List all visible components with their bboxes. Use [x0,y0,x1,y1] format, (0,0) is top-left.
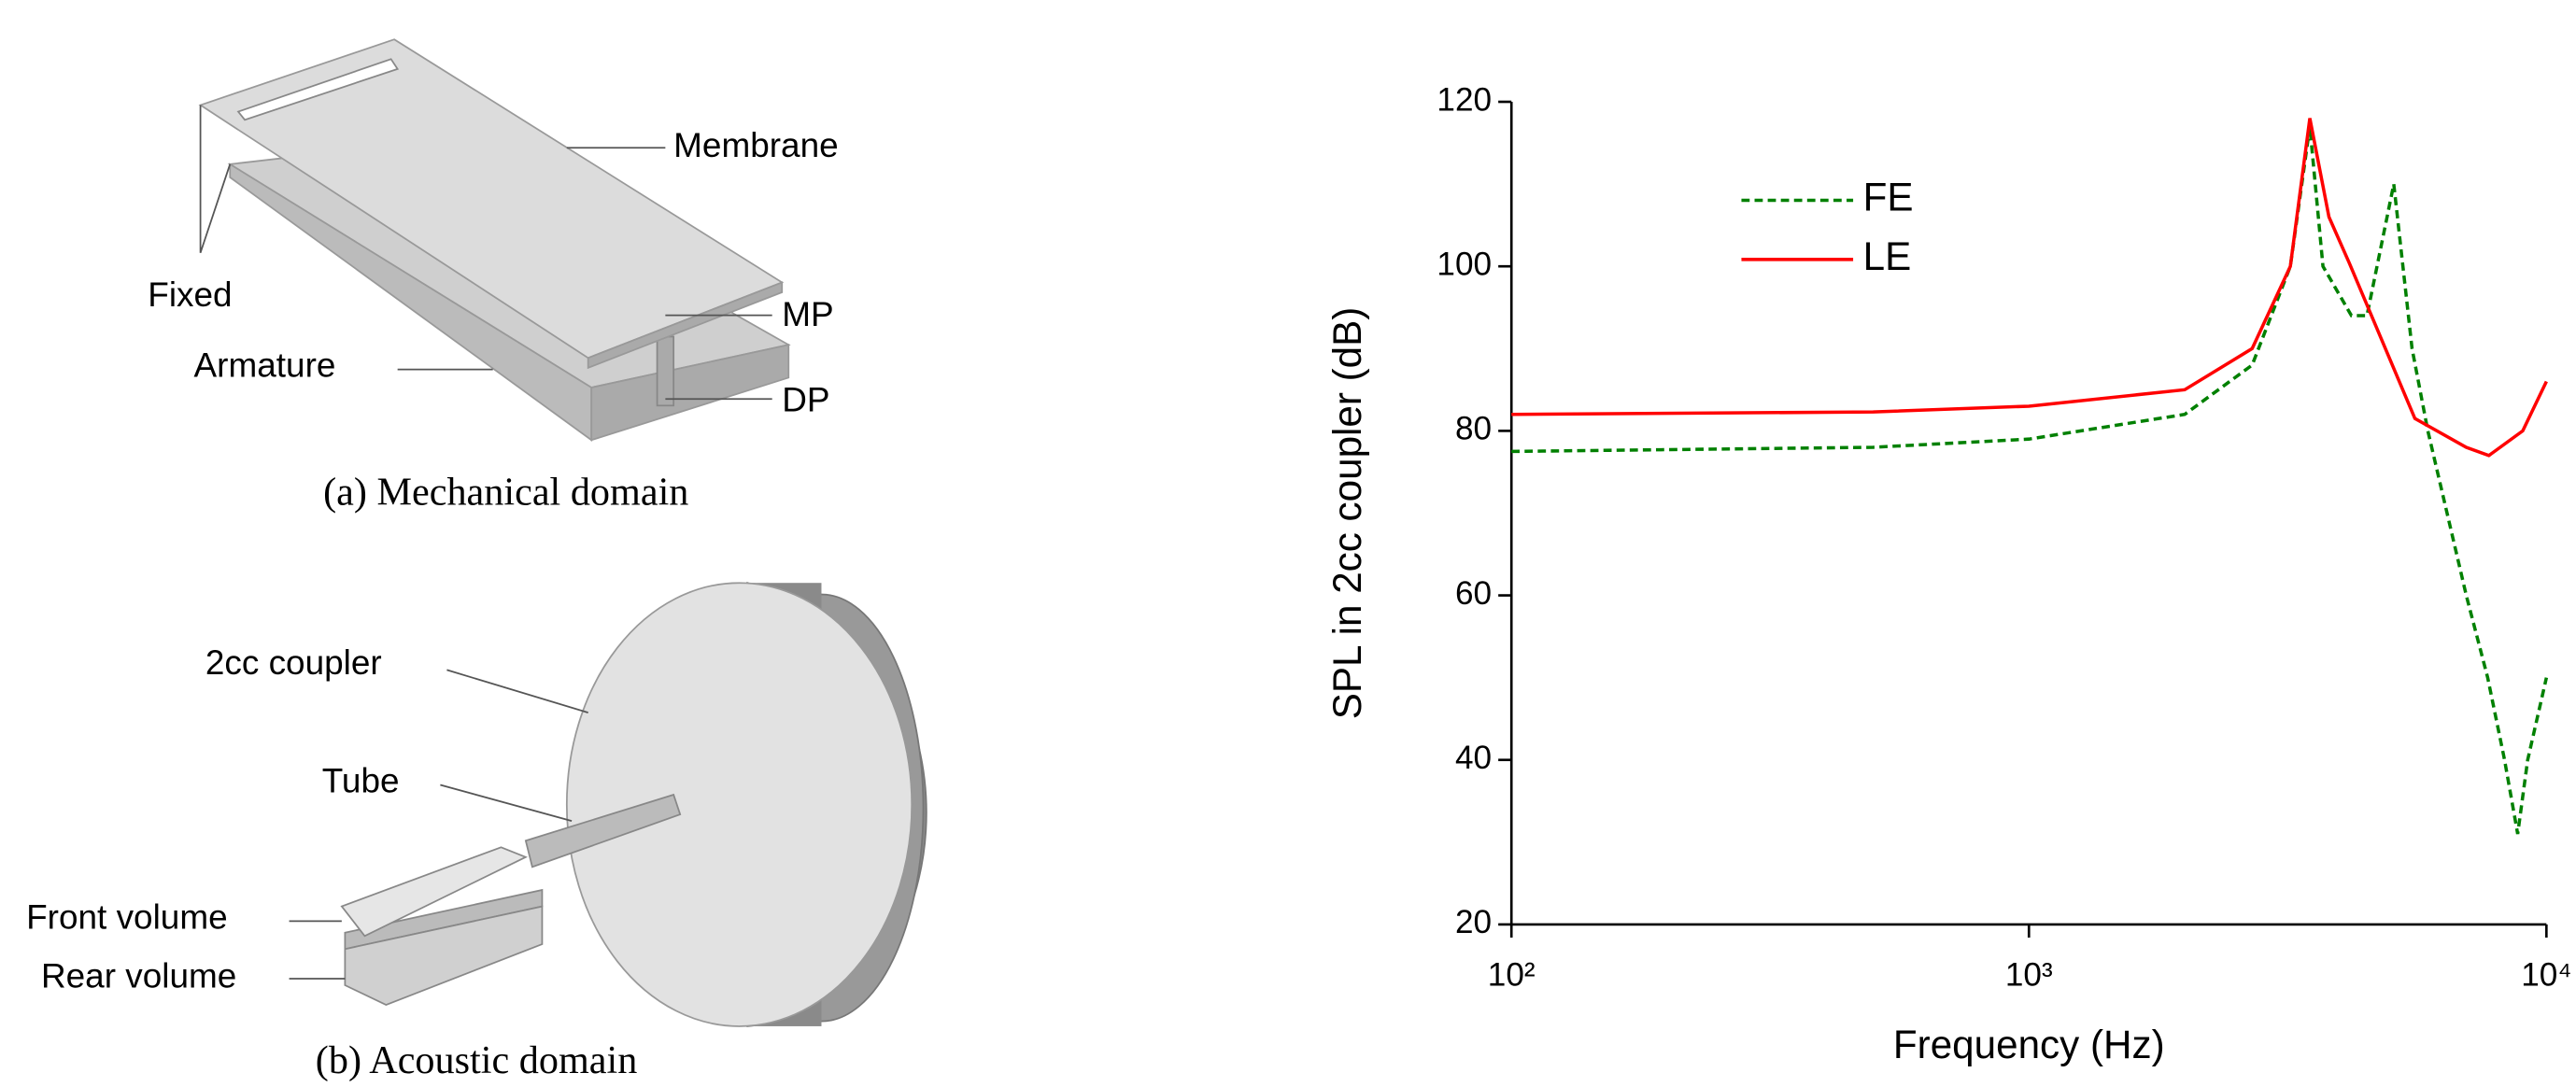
y-tick-label: 40 [1455,740,1492,776]
x-tick-label: 10⁴ [2521,956,2571,993]
label: 2cc coupler [205,643,382,682]
chart: 20 40 60 80 100 120 10² 10³ 10⁴ Frequency (Hz) SPL… [1325,81,2571,1066]
label: DP [782,381,829,419]
y-tick-label: 20 [1455,904,1492,940]
y-tick-label: 100 [1437,246,1492,282]
y-tick-label: 60 [1455,575,1492,612]
y-tick-label: 80 [1455,411,1492,447]
y-axis-label: SPL in 2cc coupler (dB) [1325,307,1369,720]
figure: Membrane Fixed MP Armature DP (a) Mechan… [0,0,2576,1087]
cylinder-face [567,583,912,1026]
leader [440,784,572,821]
legend-label: LE [1863,234,1912,278]
caption: (b) Acoustic domain [316,1038,638,1082]
caption: (a) Mechanical domain [323,471,688,515]
label: Rear volume [41,957,236,995]
label: Front volume [26,897,228,936]
label: Fixed [148,275,232,314]
legend-label: FE [1863,176,1914,219]
label: Armature [194,346,336,385]
page: {"diagram": { "mechanical": {"labels": [… [0,0,2576,1087]
mechanical-illustration: Membrane Fixed MP Armature DP (a) Mechan… [148,39,838,514]
x-axis-label: Frequency (Hz) [1893,1023,2165,1066]
series-line [1511,126,2546,834]
fixed-leader [201,106,231,253]
label: Membrane [673,126,839,164]
y-tick-label: 120 [1437,81,1492,118]
label: Tube [322,761,400,799]
acoustic-illustration: 2cc coupler Tube Front volume Rear volum… [26,583,927,1082]
post [658,336,674,405]
x-tick-label: 10³ [2005,956,2053,993]
x-tick-label: 10² [1488,956,1536,993]
leader [446,670,587,713]
label: MP [782,295,833,333]
series-line [1511,119,2546,456]
